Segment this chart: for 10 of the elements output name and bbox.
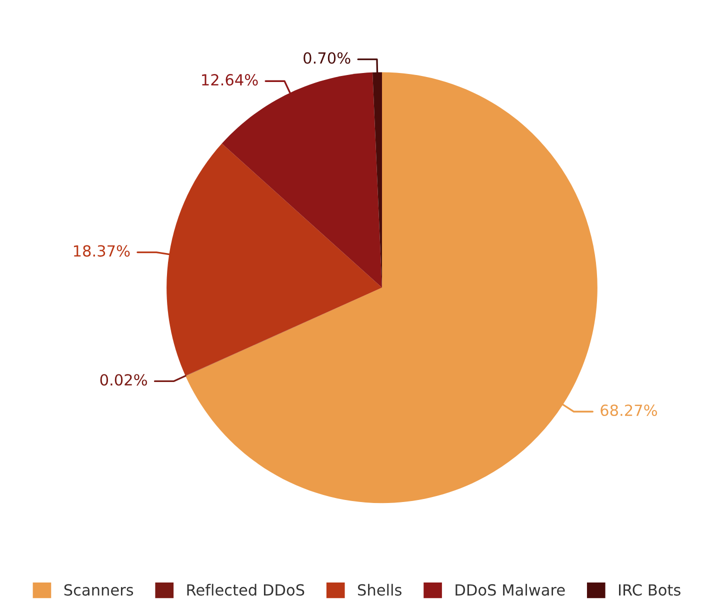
data-label: 12.64% [202, 74, 258, 86]
data-label: 0.02% [100, 374, 147, 386]
data-label: 0.70% [304, 52, 350, 64]
legend-label: DDoS Malware [456, 584, 565, 596]
data-label: 18.37% [74, 245, 130, 257]
legend-label: Reflected DDoS [187, 584, 304, 596]
legend-label: IRC Bots [619, 584, 680, 596]
legend-label: Shells [358, 584, 402, 596]
data-label: 68.27% [600, 404, 658, 416]
legend-label: Scanners [64, 584, 134, 596]
